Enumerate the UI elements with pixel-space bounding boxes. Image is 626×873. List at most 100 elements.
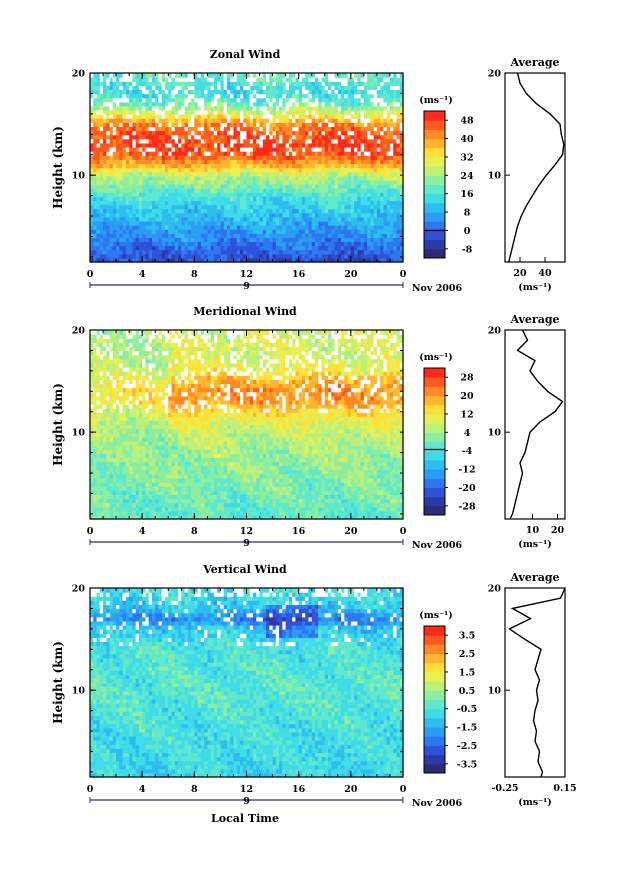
heatmap-cell xyxy=(292,257,297,263)
heatmap-cell xyxy=(334,183,339,189)
heatmap-cell xyxy=(148,208,153,214)
heatmap-cell xyxy=(181,216,186,222)
heatmap-cell xyxy=(223,257,228,263)
heatmap-cell xyxy=(243,175,248,181)
heatmap-cell xyxy=(129,208,133,214)
heatmap-cell xyxy=(308,179,313,185)
heatmap-cell xyxy=(236,196,241,201)
heatmap-cell xyxy=(210,183,215,189)
heatmap-cell xyxy=(230,192,235,197)
x-tick-label: 20 xyxy=(344,269,358,280)
heatmap-cell xyxy=(194,212,199,218)
heatmap-cell xyxy=(344,192,349,197)
heatmap-cell xyxy=(125,253,130,259)
heatmap-cell xyxy=(266,208,270,214)
heatmap-cell xyxy=(370,179,375,185)
heatmap-cell xyxy=(187,188,192,193)
heatmap-cell xyxy=(96,233,101,238)
heatmap-cell xyxy=(210,188,215,193)
heatmap-cell xyxy=(360,241,365,247)
heatmap-cell xyxy=(184,208,189,214)
heatmap-cell xyxy=(93,245,98,251)
heatmap-cell xyxy=(314,175,319,181)
heatmap-cell xyxy=(285,212,290,218)
heatmap-cell xyxy=(138,253,143,259)
heatmap-cell xyxy=(129,233,133,238)
heatmap-cell xyxy=(295,233,300,238)
heatmap-cell xyxy=(187,183,192,189)
heatmap-cell xyxy=(158,237,163,243)
heatmap-cell xyxy=(334,241,339,247)
heatmap-cell xyxy=(376,220,381,226)
heatmap-cell xyxy=(259,233,264,238)
heatmap-cell xyxy=(106,192,111,197)
heatmap-cell xyxy=(122,196,127,201)
x-tick-label: 0 xyxy=(400,269,407,280)
heatmap-cell xyxy=(328,192,332,197)
heatmap-cell xyxy=(321,171,326,177)
heatmap-cell xyxy=(334,237,339,243)
heatmap-cell xyxy=(337,212,342,218)
heatmap-cell xyxy=(125,216,130,222)
heatmap-cell xyxy=(239,192,244,197)
heatmap-cell xyxy=(112,241,117,247)
heatmap-cell xyxy=(155,212,160,218)
heatmap-cell xyxy=(295,225,300,230)
heatmap-cell xyxy=(279,245,283,251)
heatmap-cell xyxy=(161,233,166,238)
heatmap-cell xyxy=(207,171,212,177)
heatmap-cell xyxy=(246,233,251,238)
heatmap-cell xyxy=(295,220,300,226)
heatmap-cell xyxy=(119,159,124,164)
heatmap-cell xyxy=(90,167,94,173)
heatmap-cell xyxy=(194,159,199,164)
heatmap-cell xyxy=(279,229,283,234)
heatmap-cell xyxy=(204,167,208,173)
heatmap-cell xyxy=(380,171,385,177)
heatmap xyxy=(90,73,404,263)
heatmap-cell xyxy=(337,257,342,263)
heatmap-cell xyxy=(230,196,235,201)
heatmap-cell xyxy=(236,241,241,247)
heatmap-cell xyxy=(295,159,300,164)
heatmap-cell xyxy=(109,204,114,210)
heatmap-cell xyxy=(298,257,303,263)
heatmap-cell xyxy=(269,225,274,230)
heatmap-cell xyxy=(393,196,398,201)
heatmap-cell xyxy=(226,159,231,164)
heatmap-cell xyxy=(314,253,319,259)
heatmap-cell xyxy=(116,179,120,185)
heatmap-cell xyxy=(135,225,140,230)
heatmap-cell xyxy=(171,196,176,201)
heatmap-cell xyxy=(256,159,261,164)
heatmap-cell xyxy=(337,241,342,247)
heatmap-cell xyxy=(213,241,218,247)
colorbar-tick-label: 48 xyxy=(460,116,474,127)
heatmap-cell xyxy=(220,233,225,238)
heatmap-cell xyxy=(282,220,287,226)
heatmap-cell xyxy=(135,257,140,263)
heatmap-cell xyxy=(341,200,345,206)
heatmap-cell xyxy=(301,249,306,255)
heatmap-cell xyxy=(269,171,274,177)
heatmap-cell xyxy=(106,179,111,185)
heatmap-cell xyxy=(135,233,140,238)
heatmap-cell xyxy=(135,196,140,201)
heatmap-cell xyxy=(347,241,352,247)
heatmap-cell xyxy=(226,220,231,226)
heatmap-cell xyxy=(357,257,362,263)
heatmap-cell xyxy=(256,237,261,243)
heatmap-cell xyxy=(334,229,339,234)
heatmap-cell xyxy=(314,257,319,263)
heatmap-cell xyxy=(122,159,127,164)
heatmap-cell xyxy=(90,212,94,218)
heatmap-cell xyxy=(318,163,323,169)
heatmap-cell xyxy=(145,225,150,230)
heatmap-cell xyxy=(341,225,345,230)
heatmap-cell xyxy=(399,241,404,247)
heatmap-cell xyxy=(331,220,336,226)
heatmap-cell xyxy=(305,159,310,164)
heatmap-cell xyxy=(308,241,313,247)
heatmap-cell xyxy=(207,233,212,238)
heatmap-cell xyxy=(213,245,218,251)
